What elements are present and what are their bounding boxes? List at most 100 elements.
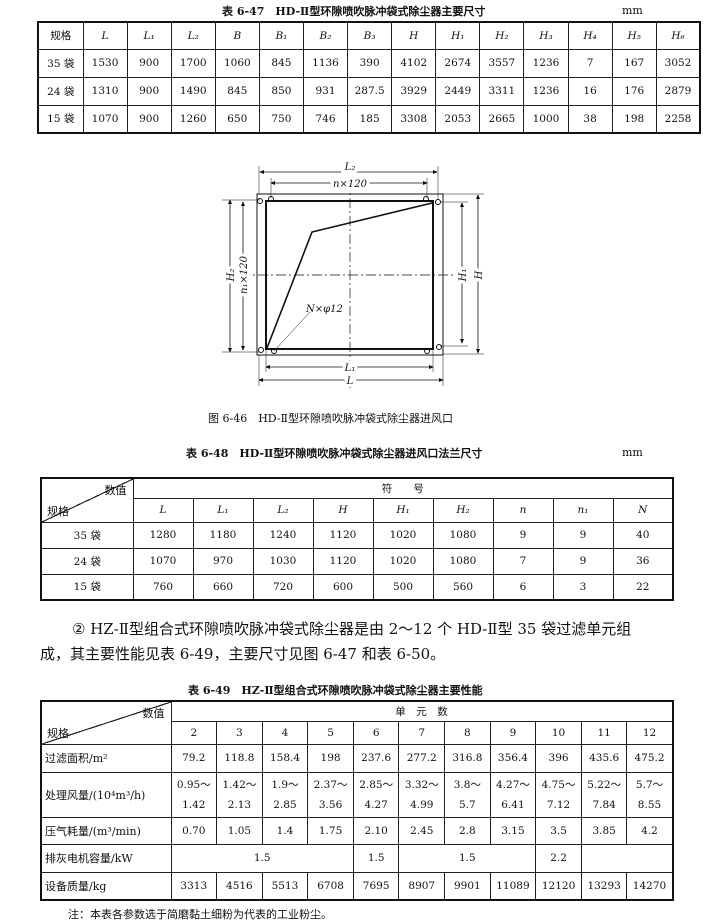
table-cell: 2.85～ 4.27 (352, 771, 400, 818)
table-cell: 2053 (435, 104, 481, 134)
range-low: 4.27～ (496, 778, 530, 791)
range-low: 3.32～ (404, 778, 439, 791)
range-high: 2.85 (273, 798, 297, 811)
range-high: 3.56 (318, 798, 343, 811)
dim-L: L (346, 376, 354, 387)
table-cell: 277.2 (398, 743, 446, 773)
table-cell: 1.05 (216, 816, 263, 845)
table-cell: 900 (126, 76, 172, 106)
column-header: 规格 (37, 21, 84, 50)
column-header: H (312, 497, 374, 523)
header-row: 数值 规格单 元 数 (40, 700, 674, 745)
column-header: L₁ (126, 21, 172, 50)
range-low: 5.22～ (587, 778, 622, 791)
column-header: L (82, 21, 128, 50)
table-cell: 11089 (489, 871, 537, 901)
range-low: 3.8～ (453, 778, 481, 791)
column-header: H₄ (567, 21, 613, 50)
column-header: 6 (352, 720, 400, 745)
table-row: 35 袋 1280 1180 1240 1120 1020 1080 9 9 40 (40, 521, 674, 549)
table-cell: 3313 (170, 871, 218, 901)
table-cell: 845 (214, 76, 260, 106)
table-cell: 1000 (523, 104, 569, 134)
column-header: H₆ (655, 21, 701, 50)
table-cell: 35 袋 (37, 48, 84, 78)
column-header: B₂ (302, 21, 349, 50)
header-row: 数值 规格符 号 (40, 477, 674, 523)
range-low: 1.9～ (271, 778, 299, 791)
table-cell: 5513 (261, 871, 309, 901)
range-high: 4.99 (410, 798, 434, 811)
range-high: 2.13 (227, 798, 252, 811)
table-cell: 9 (552, 521, 614, 549)
table-cell: 435.6 (580, 743, 628, 773)
range-low: 5.7～ (635, 778, 664, 791)
table-cell: 1236 (523, 48, 569, 78)
table-cell: 4.2 (626, 816, 674, 845)
column-header: H₁ (372, 497, 434, 523)
table-cell: 4102 (391, 48, 437, 78)
range-low: 2.37～ (313, 778, 348, 791)
corner-header-cell: 数值 规格 (40, 700, 172, 745)
range-high: 5.7 (459, 798, 476, 811)
table-6-48: 数值 规格符 号 L L₁ L₂ H H₁ H₂ n n₁ N 35 袋 1280 1180 1240 112… (40, 477, 675, 601)
table-cell: 2.45 (398, 816, 446, 845)
empty-cell (580, 843, 674, 873)
table-cell: 3.5 (535, 816, 582, 845)
table-cell: 850 (258, 76, 304, 106)
table-cell: 22 (612, 573, 674, 601)
table-cell: 1.5 (352, 843, 400, 873)
table-cell: 3311 (479, 76, 525, 106)
table-cell: 3557 (479, 48, 525, 78)
table-cell: 36 (612, 547, 674, 575)
bolt-holes (257, 196, 442, 354)
table-cell: 6708 (307, 871, 354, 901)
column-header: 2 (170, 720, 218, 745)
table-cell: 1020 (372, 547, 434, 575)
table-cell: 24 袋 (40, 547, 134, 575)
table-cell: 900 (126, 48, 172, 78)
row-label: 排灰电机容量/kW (40, 843, 172, 873)
table-row: 15 袋 760 660 720 600 500 560 6 3 22 (40, 573, 674, 601)
table-cell: 1260 (170, 104, 216, 134)
column-header: L (132, 497, 194, 523)
column-header: N (612, 497, 674, 523)
table-cell: 3.15 (489, 816, 537, 845)
table-cell: 1.5 (398, 843, 537, 873)
paragraph-line-1: ② HZ-Ⅱ型组合式环隙喷吹脉冲袋式除尘器是由 2～12 个 HD-Ⅱ型 35 … (72, 620, 632, 638)
inlet-profile-line (266, 202, 433, 349)
table-cell: 40 (612, 521, 674, 549)
table-cell: 2.10 (352, 816, 400, 845)
table-cell: 287.5 (347, 76, 393, 106)
table-cell: 3052 (655, 48, 701, 78)
table-cell: 4.75～ 7.12 (535, 771, 582, 818)
column-header: 8 (444, 720, 491, 745)
table-cell: 237.6 (352, 743, 400, 773)
table-cell: 185 (347, 104, 393, 134)
table-cell: 3.85 (580, 816, 628, 845)
range-low: 2.85～ (359, 778, 394, 791)
column-header: 5 (307, 720, 354, 745)
table-cell: 79.2 (170, 743, 218, 773)
table-cell: 16 (567, 76, 613, 106)
table-cell: 500 (372, 573, 434, 601)
table-cell: 7 (567, 48, 613, 78)
table-cell: 13293 (580, 871, 628, 901)
table-cell: 1310 (82, 76, 128, 106)
column-header: n₁ (552, 497, 614, 523)
table-row: 24 袋 1310 900 1490 845 850 931 287.5 3929 2449 331… (37, 76, 701, 106)
table-cell: 1490 (170, 76, 216, 106)
table-cell: 3308 (391, 104, 437, 134)
table-cell: 1020 (372, 521, 434, 549)
table-cell: 14270 (626, 871, 674, 901)
column-header: H₂ (432, 497, 494, 523)
table-cell: 600 (312, 573, 374, 601)
table-6-49-title: 表 6-49 HZ-Ⅱ型组合式环隙喷吹脉冲袋式除尘器主要性能 (188, 684, 483, 697)
table-cell: 1236 (523, 76, 569, 106)
corner-top-label: 数值 (104, 484, 127, 497)
table-cell: 356.4 (489, 743, 537, 773)
row-mass: 设备质量/kg 3313 4516 5513 6708 7695 8907 9901 11089… (40, 871, 674, 901)
table-cell: 9 (492, 521, 554, 549)
table-cell: 2.8 (444, 816, 491, 845)
row-label: 过滤面积/m² (40, 743, 172, 773)
